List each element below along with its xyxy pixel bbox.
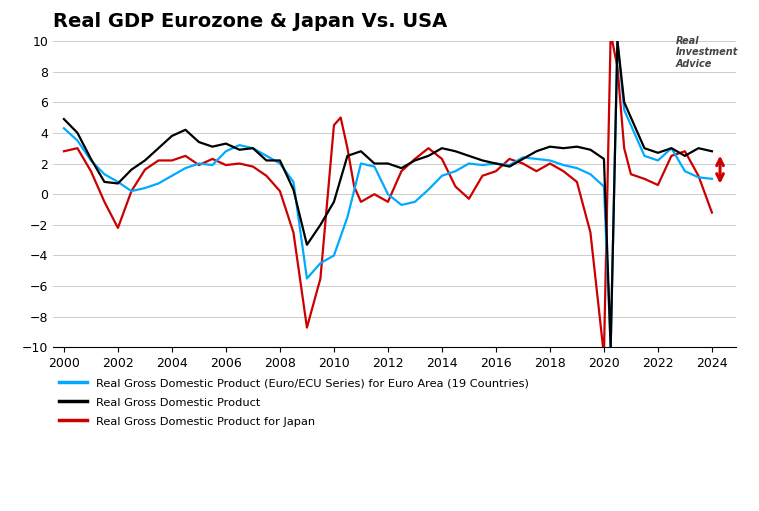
Text: Real
Investment
Advice: Real Investment Advice xyxy=(676,36,738,69)
Legend: Real Gross Domestic Product (Euro/ECU Series) for Euro Area (19 Countries), Real: Real Gross Domestic Product (Euro/ECU Se… xyxy=(59,378,529,427)
Text: Real GDP Eurozone & Japan Vs. USA: Real GDP Eurozone & Japan Vs. USA xyxy=(53,12,447,31)
